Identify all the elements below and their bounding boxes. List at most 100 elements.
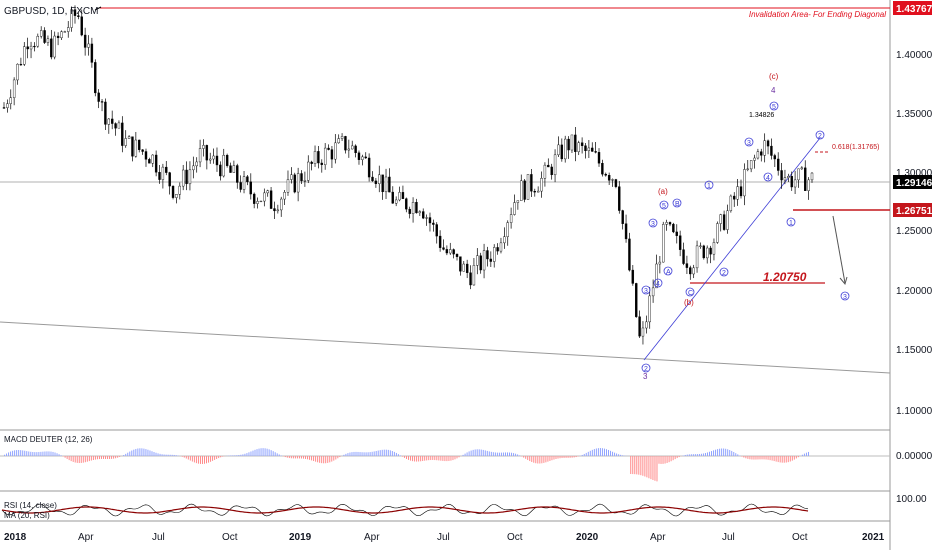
macd-bar (212, 456, 214, 461)
macd-bar (480, 449, 482, 456)
macd-bar (674, 456, 676, 460)
target-label: 1.20750 (763, 270, 807, 284)
macd-bar (90, 456, 92, 461)
candle-body (198, 148, 202, 163)
svg-text:Oct: Oct (222, 532, 238, 543)
candle-body (313, 151, 317, 164)
macd-bar (367, 452, 369, 456)
svg-text:3: 3 (843, 294, 847, 301)
candle-body (371, 176, 374, 182)
candle-body (753, 157, 756, 161)
macd-bar (666, 456, 668, 463)
macd-bar (757, 456, 759, 460)
candle-body (469, 272, 472, 286)
macd-bar (103, 456, 104, 459)
macd-bar (401, 456, 403, 457)
candle-body (415, 202, 418, 214)
macd-bar (737, 454, 739, 456)
candle-body (645, 321, 648, 329)
candle-body (557, 144, 560, 156)
macd-bar (56, 453, 58, 456)
macd-bar (349, 452, 351, 456)
macd-bar (755, 456, 757, 460)
candle-body (259, 200, 263, 203)
macd-bar (420, 456, 422, 462)
macd-bar (78, 456, 80, 464)
svg-text:1.26751: 1.26751 (896, 206, 932, 217)
macd-bar (373, 451, 375, 456)
macd-bar (268, 449, 270, 456)
macd-bar (379, 450, 381, 456)
macd-bar (436, 456, 438, 461)
macd-bar (644, 456, 646, 477)
macd-bar (385, 449, 387, 456)
macd-bar (363, 452, 365, 456)
macd-bar (403, 456, 405, 458)
candle-body (445, 249, 449, 254)
candle-body (19, 63, 23, 66)
candle-body (465, 263, 469, 273)
macd-bar (22, 450, 24, 456)
macd-bar (258, 448, 260, 456)
macd-bar (117, 456, 119, 458)
macd-bar (159, 453, 161, 456)
macd-bar (583, 453, 585, 456)
macd-bar (692, 454, 694, 456)
candle-body (188, 169, 192, 185)
macd-bar (545, 456, 547, 463)
candle-body (692, 267, 695, 275)
macd-bar (713, 450, 715, 456)
macd-bar (593, 449, 595, 456)
macd-bar (690, 454, 692, 456)
rsi-ma-line (1, 506, 809, 514)
candle-body (547, 164, 550, 168)
candle-body (793, 179, 797, 188)
macd-bar (759, 456, 761, 460)
macd-bar (422, 456, 424, 462)
macd-bar (284, 456, 286, 458)
macd-bar (559, 456, 561, 459)
candle-body (442, 247, 445, 250)
svg-text:1.40000: 1.40000 (896, 50, 932, 61)
candle-body (611, 179, 614, 181)
candle-body (50, 38, 53, 58)
candle-body (138, 139, 141, 150)
macd-bar (369, 452, 371, 456)
candle-body (391, 191, 394, 204)
candle-body (334, 142, 337, 160)
candle-body (340, 136, 344, 139)
candle-body (80, 16, 83, 36)
macd-bar (727, 449, 729, 456)
candle-body (357, 152, 361, 160)
candle-body (705, 247, 709, 259)
macd-bar (789, 456, 791, 462)
macd-bar (434, 456, 436, 461)
candle-body (401, 192, 405, 199)
macd-bar (199, 456, 201, 464)
candle-body (699, 245, 702, 247)
svg-text:Jul: Jul (437, 532, 450, 543)
svg-text:1.10000: 1.10000 (896, 406, 932, 417)
candle-body (33, 45, 36, 48)
candle-body (526, 174, 530, 200)
macd-bar (157, 453, 159, 456)
macd-bar (513, 453, 515, 456)
candle-body (110, 118, 114, 124)
candle-body (607, 175, 611, 181)
macd-bar (438, 456, 440, 461)
macd-bar (294, 456, 296, 459)
candle-body (411, 202, 415, 214)
macd-bar (761, 456, 763, 460)
svg-text:A: A (666, 269, 671, 276)
candle-body (756, 151, 760, 159)
candle-body (367, 157, 371, 178)
macd-bar (321, 456, 323, 464)
macd-bar (206, 456, 208, 464)
svg-text:Jul: Jul (152, 532, 165, 543)
macd-bar (100, 456, 102, 459)
macd-bar (561, 456, 563, 459)
macd-bar (507, 452, 508, 456)
candle-body (580, 142, 584, 146)
candle-body (46, 38, 50, 43)
